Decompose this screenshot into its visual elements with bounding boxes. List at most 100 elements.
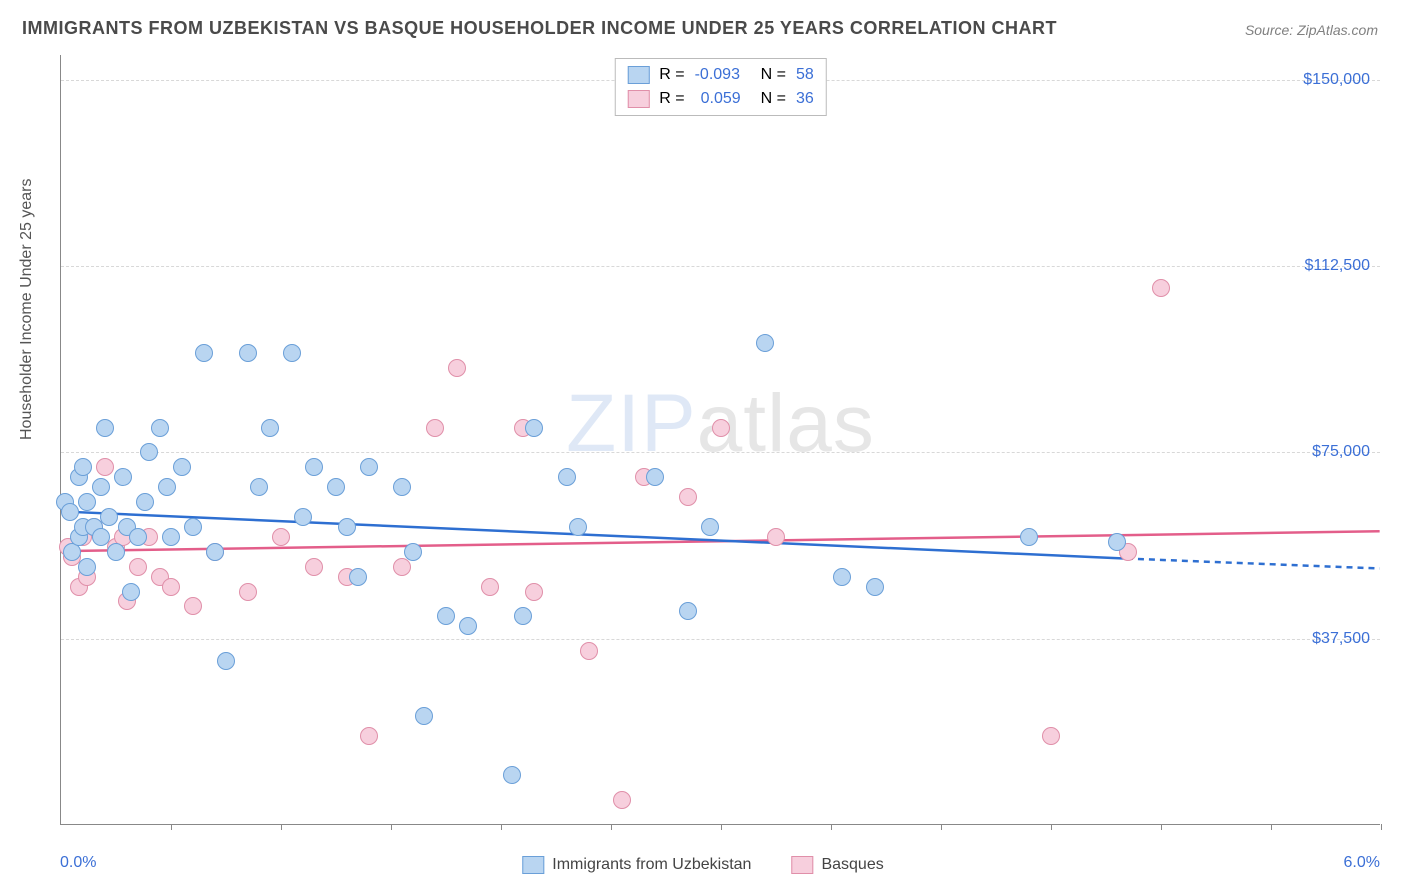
n-label: N = <box>761 63 786 87</box>
series-a-name: Immigrants from Uzbekistan <box>552 856 751 874</box>
data-point <box>184 518 202 536</box>
data-point <box>239 583 257 601</box>
data-point <box>525 583 543 601</box>
swatch-a <box>522 856 544 874</box>
data-point <box>448 359 466 377</box>
data-point <box>404 543 422 561</box>
source-attribution: Source: ZipAtlas.com <box>1245 22 1378 38</box>
series-b-name: Basques <box>821 856 883 874</box>
data-point <box>349 568 367 586</box>
data-point <box>701 518 719 536</box>
data-point <box>96 419 114 437</box>
data-point <box>679 602 697 620</box>
data-point <box>129 528 147 546</box>
data-point <box>360 458 378 476</box>
data-point <box>1108 533 1126 551</box>
y-tick-label: $37,500 <box>1312 630 1370 648</box>
data-point <box>250 478 268 496</box>
data-point <box>74 458 92 476</box>
data-point <box>525 419 543 437</box>
data-point <box>393 478 411 496</box>
n-value-b: 36 <box>796 87 814 111</box>
data-point <box>100 508 118 526</box>
data-point <box>514 607 532 625</box>
data-point <box>338 518 356 536</box>
correlation-legend: R = -0.093 N = 58 R = 0.059 N = 36 <box>614 58 826 116</box>
y-tick-label: $150,000 <box>1303 71 1370 89</box>
data-point <box>756 334 774 352</box>
r-value-a: -0.093 <box>695 63 751 87</box>
data-point <box>426 419 444 437</box>
n-label: N = <box>761 87 786 111</box>
data-point <box>206 543 224 561</box>
n-value-a: 58 <box>796 63 814 87</box>
data-point <box>140 443 158 461</box>
data-point <box>158 478 176 496</box>
data-point <box>261 419 279 437</box>
data-point <box>360 727 378 745</box>
data-point <box>283 344 301 362</box>
data-point <box>272 528 290 546</box>
data-point <box>1042 727 1060 745</box>
data-point <box>646 468 664 486</box>
data-point <box>767 528 785 546</box>
data-point <box>114 468 132 486</box>
data-point <box>503 766 521 784</box>
data-point <box>92 528 110 546</box>
data-point <box>415 707 433 725</box>
data-point <box>459 617 477 635</box>
data-point <box>78 558 96 576</box>
data-point <box>294 508 312 526</box>
data-point <box>107 543 125 561</box>
r-value-b: 0.059 <box>695 87 751 111</box>
data-point <box>437 607 455 625</box>
y-tick-label: $112,500 <box>1304 257 1370 275</box>
data-point <box>613 791 631 809</box>
data-point <box>173 458 191 476</box>
data-point <box>129 558 147 576</box>
data-point <box>327 478 345 496</box>
data-point <box>162 528 180 546</box>
data-point <box>92 478 110 496</box>
legend-item-b: Basques <box>791 856 883 874</box>
r-label: R = <box>659 63 684 87</box>
y-axis-label: Householder Income Under 25 years <box>18 179 36 440</box>
data-point <box>78 493 96 511</box>
data-point <box>558 468 576 486</box>
data-point <box>239 344 257 362</box>
swatch-b <box>791 856 813 874</box>
data-point <box>217 652 235 670</box>
data-point <box>580 642 598 660</box>
data-point <box>195 344 213 362</box>
plot-area: ZIPatlas R = -0.093 N = 58 R = 0.059 N =… <box>60 55 1380 825</box>
data-point <box>569 518 587 536</box>
data-point <box>162 578 180 596</box>
swatch-a <box>627 66 649 84</box>
data-point <box>481 578 499 596</box>
series-legend: Immigrants from Uzbekistan Basques <box>522 856 883 874</box>
data-point <box>866 578 884 596</box>
y-tick-label: $75,000 <box>1312 443 1370 461</box>
data-point <box>96 458 114 476</box>
x-tick-end: 6.0% <box>1344 854 1380 872</box>
data-point <box>305 458 323 476</box>
data-point <box>151 419 169 437</box>
legend-row-a: R = -0.093 N = 58 <box>627 63 813 87</box>
data-point <box>393 558 411 576</box>
data-point <box>712 419 730 437</box>
chart-title: IMMIGRANTS FROM UZBEKISTAN VS BASQUE HOU… <box>22 18 1057 39</box>
data-point <box>61 503 79 521</box>
swatch-b <box>627 90 649 108</box>
data-point <box>122 583 140 601</box>
data-point <box>1152 279 1170 297</box>
data-point <box>136 493 154 511</box>
x-tick-start: 0.0% <box>60 854 96 872</box>
data-point <box>305 558 323 576</box>
legend-item-a: Immigrants from Uzbekistan <box>522 856 751 874</box>
legend-row-b: R = 0.059 N = 36 <box>627 87 813 111</box>
data-point <box>679 488 697 506</box>
trend-lines <box>61 55 1380 824</box>
data-point <box>1020 528 1038 546</box>
r-label: R = <box>659 87 684 111</box>
data-point <box>833 568 851 586</box>
